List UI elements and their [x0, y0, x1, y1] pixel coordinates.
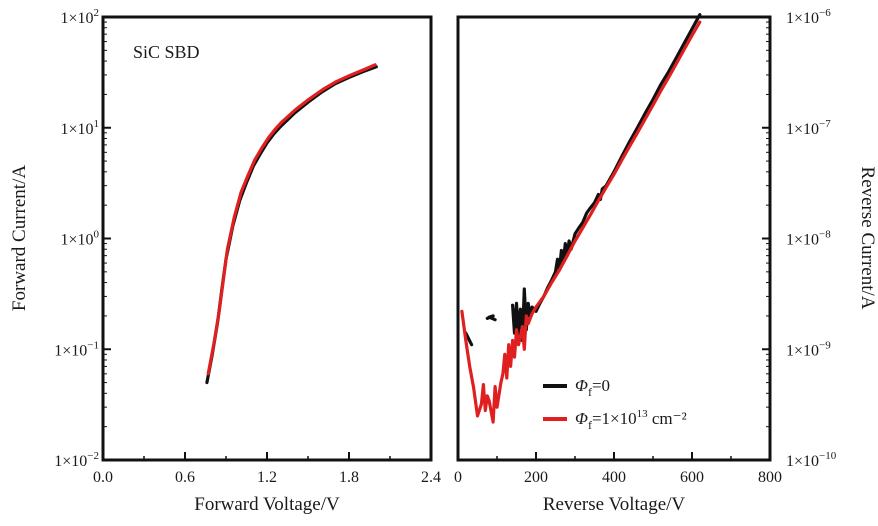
left-x-tick-label: 1.2 — [257, 469, 277, 486]
right-series-line-1 — [460, 20, 702, 424]
legend-label: Φf=1×1013 cm⁻² — [575, 408, 687, 432]
left-ticks: 0.0 0.6 1.2 1.8 2.4 1×102 1×101 1×100 1×10−1 1×10… — [54, 7, 441, 486]
right-y-tick-label: 1×10−7 — [786, 118, 831, 138]
legend: Φf=0 Φf=1×1013 cm⁻² — [543, 376, 687, 432]
left-x-tick-label: 0.6 — [175, 469, 195, 486]
right-ticks: 0 200 400 600 800 1×10−6 1×10−7 1×10−8 1×10−9 1×1… — [454, 7, 837, 486]
left-y-tick-label: 1×10−2 — [54, 450, 99, 470]
right-x-axis-title: Reverse Voltage/V — [543, 494, 686, 515]
legend-label: Φf=0 — [575, 376, 610, 399]
left-x-tick-label: 0.0 — [93, 469, 113, 486]
left-y-tick-label: 1×102 — [60, 7, 99, 27]
left-panel: 0.0 0.6 1.2 1.8 2.4 1×102 1×101 1×100 1×10−1 1×10… — [9, 7, 441, 515]
right-x-tick-label: 0 — [454, 469, 462, 486]
left-y-tick-label: 1×101 — [60, 118, 99, 138]
right-series-line-0 — [464, 331, 474, 347]
right-series-line-0 — [510, 13, 702, 343]
left-series-line-1 — [206, 63, 377, 376]
right-y-axis-title: Reverse Current/A — [857, 167, 878, 310]
right-x-tick-label: 400 — [602, 469, 626, 486]
right-plot-frame — [456, 15, 772, 462]
left-plot-frame — [101, 15, 433, 462]
left-x-axis-title: Forward Voltage/V — [194, 494, 340, 515]
left-y-axis-title: Forward Current/A — [9, 165, 30, 311]
right-y-tick-label: 1×10−6 — [786, 7, 831, 27]
right-y-tick-label: 1×10−10 — [786, 450, 837, 470]
right-x-tick-label: 200 — [524, 469, 548, 486]
left-x-tick-label: 1.8 — [339, 469, 359, 486]
right-series — [460, 13, 702, 424]
right-panel: 0 200 400 600 800 1×10−6 1×10−7 1×10−8 1×10−9 1×1… — [454, 7, 878, 515]
left-x-tick-label: 2.4 — [421, 469, 441, 486]
left-y-tick-label: 1×100 — [60, 229, 99, 249]
right-x-tick-label: 600 — [680, 469, 704, 486]
right-y-tick-label: 1×10−9 — [786, 339, 831, 359]
right-x-tick-label: 800 — [758, 469, 782, 486]
panel-annotation: SiC SBD — [133, 42, 200, 62]
left-y-tick-label: 1×10−1 — [54, 339, 99, 359]
right-y-tick-label: 1×10−8 — [786, 229, 831, 249]
left-series — [205, 63, 378, 385]
right-series-line-0 — [485, 314, 497, 322]
